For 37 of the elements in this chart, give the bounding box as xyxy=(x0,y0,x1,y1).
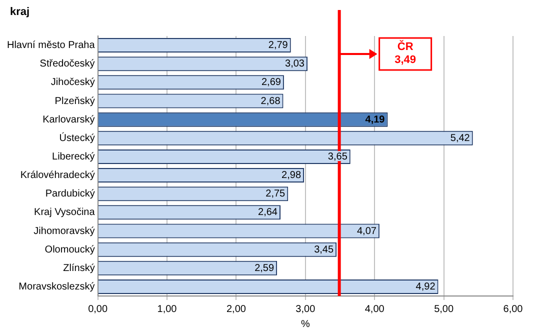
y-tick-label: Ústecký xyxy=(59,132,95,144)
x-tick-label: 1,00 xyxy=(157,304,178,315)
data-label: 3,45 xyxy=(314,244,334,256)
x-tick-label: 0,00 xyxy=(88,304,108,315)
data-label: 2,98 xyxy=(282,170,302,182)
y-tick-label: Královéhradecký xyxy=(20,170,95,182)
y-tick-label: Jihočeský xyxy=(50,77,95,88)
y-tick-label: Středočeský xyxy=(40,58,95,70)
data-label: 2,69 xyxy=(261,77,282,88)
data-label: 2,68 xyxy=(260,96,281,107)
data-label: 2,79 xyxy=(268,40,288,52)
y-tick-label: Zlínský xyxy=(63,262,95,274)
y-tick-label: Hlavní město Praha xyxy=(6,40,96,52)
data-label: 4,07 xyxy=(356,226,377,237)
y-tick-label: Jihomoravský xyxy=(34,226,95,237)
data-label: 3,03 xyxy=(285,58,305,70)
data-label: 2,59 xyxy=(254,262,274,274)
y-tick-label: Pardubický xyxy=(45,188,95,200)
data-label: 2,64 xyxy=(258,207,278,218)
ref-line-label: ČR 3,49 xyxy=(394,40,416,66)
data-label: 4,92 xyxy=(416,281,436,292)
y-tick-label: Kraj Vysočina xyxy=(34,207,96,218)
x-tick-label: 6,00 xyxy=(503,304,524,315)
y-tick-label: Plzeňský xyxy=(54,96,95,107)
y-tick-label: Olomoucký xyxy=(44,244,95,256)
x-tick-label: 4,00 xyxy=(364,304,385,315)
x-axis-title: % xyxy=(300,318,310,330)
data-label: 2,75 xyxy=(266,188,286,200)
x-tick-label: 2,00 xyxy=(226,304,246,315)
y-tick-label: Moravskoslezský xyxy=(18,281,95,292)
data-label: 5,42 xyxy=(450,132,470,144)
y-axis-title: kraj xyxy=(10,6,30,18)
x-tick-label: 3,00 xyxy=(296,304,316,315)
y-tick-label: Karlovarský xyxy=(42,114,95,126)
x-tick-label: 5,00 xyxy=(434,304,454,315)
data-label: 4,19 xyxy=(365,114,386,126)
y-tick-label: Liberecký xyxy=(52,151,95,162)
